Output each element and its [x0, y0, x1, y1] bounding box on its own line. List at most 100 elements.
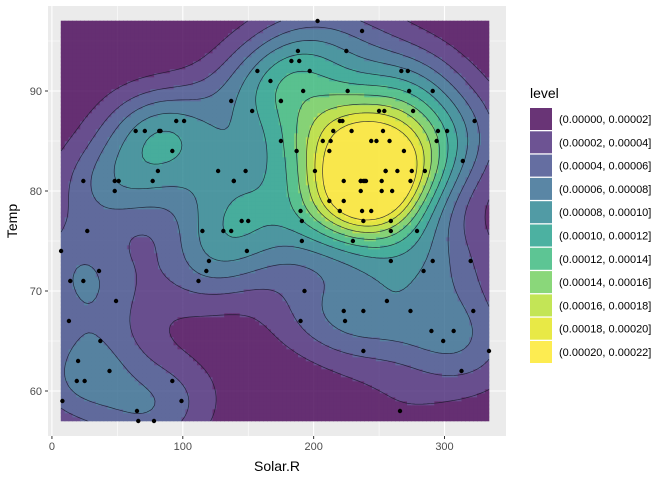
density-cell: [457, 304, 463, 310]
density-cell: [368, 344, 373, 350]
density-cell: [371, 384, 377, 390]
density-cell: [356, 272, 361, 278]
density-cell: [76, 304, 81, 310]
density-cell: [278, 348, 284, 354]
density-cell: [403, 292, 408, 298]
density-cell: [352, 380, 358, 386]
density-cell: [169, 408, 175, 414]
density-cell: [422, 372, 428, 378]
density-cell: [290, 300, 295, 306]
density-cell: [399, 380, 404, 386]
density-cell: [414, 244, 420, 250]
density-cell: [410, 380, 416, 386]
density-cell: [247, 312, 252, 318]
density-cell: [107, 312, 112, 318]
density-cell: [266, 308, 272, 314]
density-cell: [453, 344, 459, 350]
density-cell: [406, 412, 412, 418]
density-cell: [239, 356, 245, 362]
density-cell: [348, 280, 354, 286]
density-cell: [123, 312, 128, 318]
density-cell: [309, 256, 315, 262]
density-cell: [395, 372, 400, 378]
density-cell: [348, 320, 354, 326]
density-cell: [329, 316, 334, 322]
density-cell: [231, 344, 237, 350]
density-cell: [134, 236, 140, 242]
density-cell: [216, 252, 221, 258]
density-cell: [333, 304, 338, 310]
density-cell: [290, 256, 295, 262]
density-cell: [189, 320, 194, 326]
density-cell: [88, 316, 93, 322]
density-cell: [461, 376, 466, 382]
density-cell: [445, 384, 451, 390]
density-cell: [196, 284, 202, 290]
density-cell: [123, 416, 128, 422]
density-cell: [247, 252, 252, 258]
density-cell: [473, 368, 478, 374]
density-cell: [278, 296, 284, 302]
density-cell: [235, 292, 241, 298]
density-cell: [72, 372, 77, 378]
density-cell: [395, 316, 400, 322]
density-cell: [142, 388, 147, 394]
density-cell: [103, 396, 109, 402]
density-cell: [352, 280, 358, 286]
density-cell: [286, 340, 291, 346]
density-cell: [336, 264, 342, 270]
density-cell: [95, 336, 101, 342]
density-cell: [399, 244, 404, 250]
density-cell: [103, 412, 109, 418]
density-cell: [76, 380, 81, 386]
density-cell: [103, 380, 109, 386]
density-cell: [414, 308, 420, 314]
density-cell: [161, 344, 167, 350]
density-cell: [344, 356, 350, 362]
density-cell: [196, 252, 202, 258]
density-cell: [336, 308, 342, 314]
density-cell: [111, 312, 116, 318]
density-cell: [239, 348, 245, 354]
density-cell: [72, 360, 77, 366]
density-cell: [239, 336, 245, 342]
density-cell: [406, 376, 412, 382]
density-cell: [134, 384, 140, 390]
density-cell: [426, 264, 431, 270]
density-cell: [119, 396, 124, 402]
density-cell: [146, 288, 151, 294]
density-cell: [406, 272, 412, 278]
density-cell: [165, 400, 171, 406]
density-cell: [403, 300, 408, 306]
density-cell: [333, 388, 338, 394]
density-cell: [208, 340, 214, 346]
density-cell: [333, 272, 338, 278]
density-cell: [286, 304, 291, 310]
density-cell: [181, 304, 186, 310]
density-cell: [484, 300, 490, 306]
density-cell: [298, 356, 303, 362]
density-cell: [360, 360, 365, 366]
density-cell: [165, 372, 171, 378]
density-cell: [169, 412, 175, 418]
density-cell: [340, 368, 346, 374]
density-cell: [177, 272, 182, 278]
density-cell: [185, 404, 190, 410]
density-cell: [88, 240, 93, 246]
density-cell: [364, 300, 369, 306]
density-cell: [239, 416, 245, 422]
density-cell: [321, 372, 326, 378]
density-cell: [259, 260, 264, 266]
density-cell: [399, 248, 404, 254]
density-cell: [430, 284, 435, 290]
density-cell: [414, 364, 420, 370]
density-cell: [329, 284, 334, 290]
density-cell: [193, 368, 198, 374]
density-cell: [243, 256, 249, 262]
density-cell: [216, 380, 221, 386]
density-cell: [364, 404, 369, 410]
density-cell: [286, 384, 291, 390]
density-cell: [123, 392, 128, 398]
density-cell: [150, 344, 155, 350]
density-cell: [457, 252, 463, 258]
